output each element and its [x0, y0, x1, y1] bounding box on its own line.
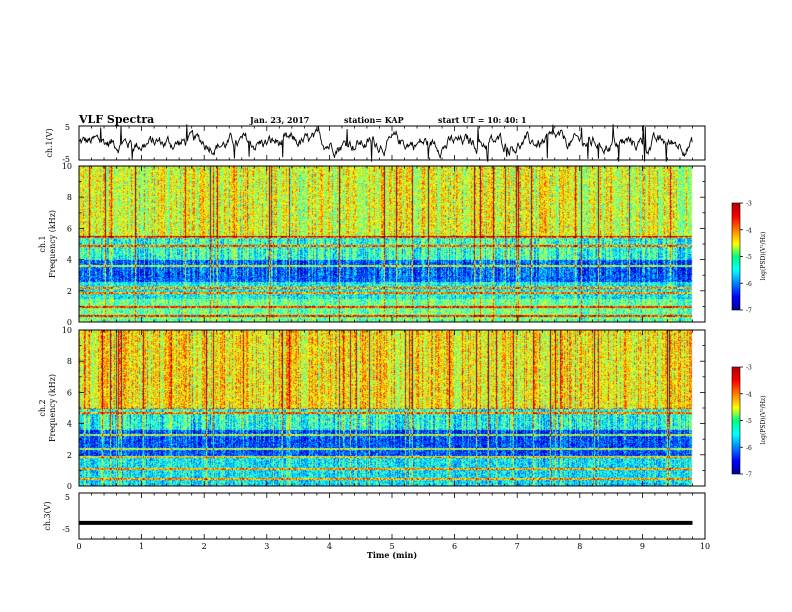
- y-tick-label: 8: [67, 193, 72, 202]
- x-tick-label: 4: [327, 542, 332, 551]
- y-tick-label: 2: [67, 287, 72, 296]
- x-tick-label: 10: [700, 542, 710, 551]
- colorbar-tick-label: -4: [746, 391, 752, 398]
- ch2-colorbar-label: log(PSD)(V²/Hz): [760, 396, 767, 445]
- ch1-spectrogram-heatmap: [79, 166, 705, 322]
- ch1-waveform-panel: 5 -5 ch.1(V): [45, 123, 706, 164]
- ch2-spectrogram-yticks: 0 2 4 6 8 10: [62, 326, 705, 491]
- ch3-ytick-top: 5: [65, 493, 70, 502]
- ch1-spectrogram-yticks: 0 2 4 6 8 10: [62, 162, 705, 327]
- y-tick-label: 4: [67, 256, 72, 265]
- ch1-colorbar-ticks: -3 -4 -5 -6 -7: [740, 201, 752, 315]
- x-tick-label: 0: [76, 542, 81, 551]
- ch1-spectrogram-xticks: [78, 166, 706, 322]
- ch1-waveform-series: [78, 124, 693, 162]
- ch3-ylabel: ch.3(V): [43, 501, 52, 530]
- ch2-spectrogram-xticks: [78, 330, 706, 486]
- ch2-spectrogram-heatmap: [79, 330, 705, 486]
- ch1-colorbar-label: log(PSD)(V²/Hz): [760, 232, 767, 281]
- y-tick-label: 0: [67, 482, 72, 491]
- ch1-spectrogram-channel-label: ch.1: [38, 235, 47, 252]
- x-axis-label: Time (min): [367, 550, 417, 560]
- colorbar-tick-label: -7: [746, 472, 752, 479]
- x-tick-label: 2: [202, 542, 207, 551]
- y-tick-label: 10: [62, 326, 72, 335]
- colorbar-tick-label: -3: [746, 201, 752, 208]
- ch1-ytick-top: 5: [65, 123, 70, 132]
- x-tick-label: 8: [577, 542, 582, 551]
- y-tick-label: 6: [67, 388, 72, 397]
- ch2-colorbar-ticks: -3 -4 -5 -6 -7: [740, 365, 752, 479]
- colorbar-tick-label: -6: [746, 445, 752, 452]
- ch3-ytick-bottom: -5: [62, 525, 70, 534]
- colorbar-tick-label: -7: [746, 308, 752, 315]
- x-tick-label: 5: [389, 542, 394, 551]
- ch2-spectrogram-ylabel: Frequency (kHz): [48, 374, 57, 442]
- x-tick-label: 9: [640, 542, 645, 551]
- station-label: station= KAP: [344, 115, 404, 125]
- ch1-spectrogram-ylabel: Frequency (kHz): [48, 210, 57, 278]
- ch1-waveform-frame: [78, 125, 706, 161]
- x-tick-label: 3: [264, 542, 269, 551]
- ch2-spectrogram-channel-label: ch.2: [38, 399, 47, 416]
- ch1-colorbar: [731, 202, 741, 311]
- y-tick-label: 10: [62, 162, 72, 171]
- colorbar-tick-label: -5: [746, 254, 752, 261]
- colorbar-tick-label: -4: [746, 227, 752, 234]
- x-tick-label: 6: [452, 542, 457, 551]
- ch3-waveform-panel: 5 -5 ch.3(V): [43, 492, 706, 540]
- y-tick-label: 4: [67, 420, 72, 429]
- colorbar-tick-label: -3: [746, 365, 752, 372]
- y-tick-label: 8: [67, 357, 72, 366]
- y-tick-label: 0: [67, 318, 72, 327]
- start-time-label: start UT = 10: 40: 1: [438, 115, 527, 125]
- y-tick-label: 6: [67, 224, 72, 233]
- ch2-colorbar: [731, 366, 741, 475]
- ch1-ylabel: ch.1(V): [45, 128, 54, 157]
- y-tick-label: 2: [67, 451, 72, 460]
- x-tick-label: 7: [515, 542, 520, 551]
- ch3-waveform-frame: [78, 492, 706, 540]
- x-axis-tick-labels: 0 1 2 3 4 5 6 7 8 9 10: [76, 542, 710, 551]
- ch3-waveform-ticks: [78, 493, 706, 539]
- ch1-waveform-ticks: [78, 126, 706, 160]
- colorbar-tick-label: -6: [746, 281, 752, 288]
- colorbar-tick-label: -5: [746, 418, 752, 425]
- figure-title: VLF Spectra: [78, 113, 154, 126]
- ch1-ytick-bottom: -5: [62, 155, 70, 164]
- x-tick-label: 1: [139, 542, 144, 551]
- date-label: Jan. 23, 2017: [249, 115, 309, 125]
